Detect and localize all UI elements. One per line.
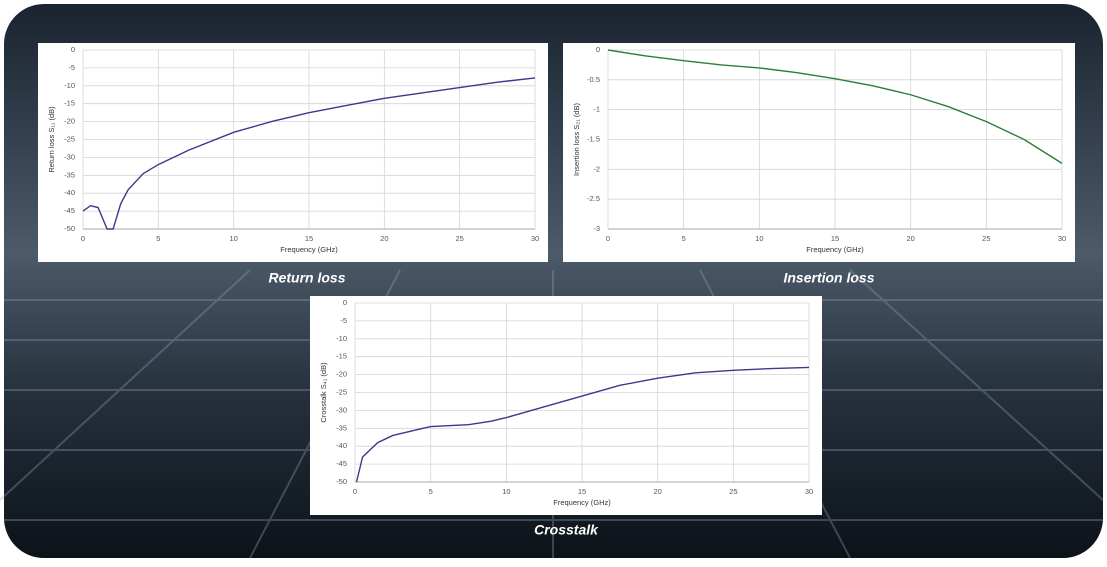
y-tick-label: -45 [336,459,347,468]
y-tick-label: -20 [64,117,75,126]
y-tick-label: -2.5 [587,194,600,203]
x-tick-label: 20 [653,487,661,496]
y-tick-label: -35 [336,423,347,432]
chart-panel: 0 -0.5 -1 -1.5 -2 -2.5 -3 0 5 10 15 20 25 30 Frequency… [563,43,1075,262]
x-tick-label: 0 [353,487,357,496]
y-tick-label: -40 [64,188,75,197]
x-tick-label: 5 [156,234,160,243]
y-tick-label: -50 [336,477,347,486]
y-tick-label: -1.5 [587,134,600,143]
x-tick-label: 10 [229,234,237,243]
x-axis-label: Frequency (GHz) [553,498,611,507]
y-tick-label: 0 [71,45,75,54]
y-axis-label: Return loss S₁₁ (dB) [47,106,56,173]
y-tick-label: -3 [593,224,600,233]
y-tick-label: -2 [593,164,600,173]
x-tick-label: 5 [429,487,433,496]
x-tick-label: 30 [1058,234,1066,243]
y-tick-label: -45 [64,206,75,215]
panel-bg [38,43,548,262]
y-tick-label: -30 [64,152,75,161]
y-tick-label: -25 [64,134,75,143]
chart-caption: Insertion loss [783,270,874,286]
chart-caption: Crosstalk [534,522,599,538]
y-tick-label: 0 [596,45,600,54]
x-tick-label: 25 [729,487,737,496]
y-tick-label: -15 [336,352,347,361]
x-tick-label: 25 [982,234,990,243]
x-tick-label: 0 [606,234,610,243]
y-tick-label: 0 [343,298,347,307]
x-tick-label: 5 [682,234,686,243]
y-tick-label: -35 [64,170,75,179]
x-tick-label: 10 [502,487,510,496]
x-axis-label: Frequency (GHz) [806,245,864,254]
chart-caption: Return loss [268,270,345,286]
y-tick-label: -50 [64,224,75,233]
x-tick-label: 15 [831,234,839,243]
y-tick-label: -40 [336,441,347,450]
y-tick-label: -5 [340,316,347,325]
data-line [607,49,1063,164]
data-line [82,77,536,230]
x-tick-label: 10 [755,234,763,243]
x-tick-label: 20 [906,234,914,243]
y-axis-label: Insertion loss S₂₁ (dB) [572,103,581,176]
chart-panel: 0 -5 -10 -15 -20 -25 -30 -35 -40 -45 -50 0 5 10 15 20 25… [310,296,822,515]
x-tick-label: 30 [805,487,813,496]
y-tick-label: -30 [336,405,347,414]
panel-bg [310,296,822,515]
y-tick-label: -0.5 [587,75,600,84]
y-tick-label: -10 [64,81,75,90]
x-tick-label: 0 [81,234,85,243]
data-line [355,366,810,483]
x-tick-label: 30 [531,234,539,243]
x-tick-label: 20 [380,234,388,243]
y-tick-label: -20 [336,370,347,379]
y-tick-label: -25 [336,387,347,396]
x-tick-label: 25 [455,234,463,243]
y-tick-label: -1 [593,105,600,114]
y-tick-label: -10 [336,334,347,343]
y-tick-label: -5 [68,63,75,72]
x-tick-label: 15 [578,487,586,496]
x-tick-label: 15 [305,234,313,243]
y-tick-label: -15 [64,99,75,108]
y-axis-label: Crosstalk S₄₁ (dB) [319,362,328,423]
x-axis-label: Frequency (GHz) [280,245,338,254]
chart-panel: 0 -5 -10 -15 -20 -25 -30 -35 -40 -45 -50 0 5 10 15 20 25… [38,43,548,262]
